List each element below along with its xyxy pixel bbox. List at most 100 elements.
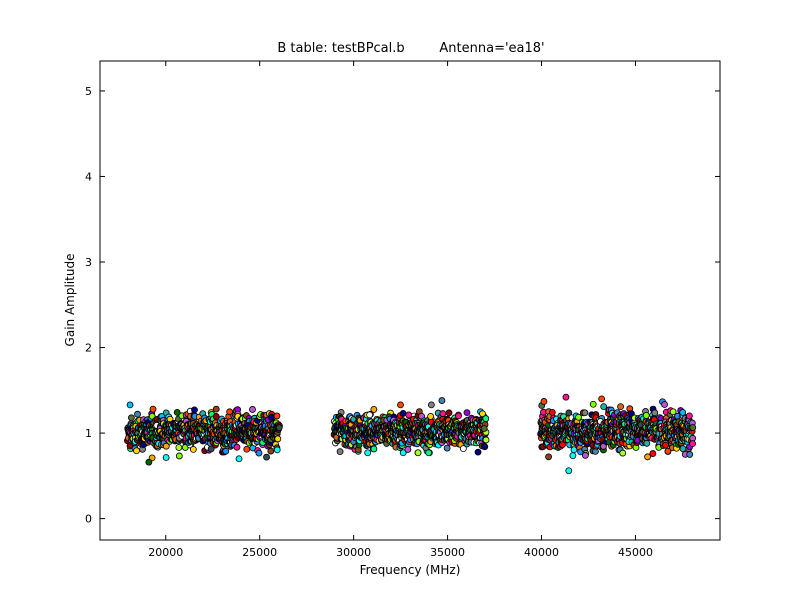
data-point <box>679 445 687 453</box>
data-point <box>569 452 577 460</box>
data-point-outlier <box>598 395 606 403</box>
data-point <box>545 453 552 461</box>
data-point <box>162 442 170 450</box>
data-point <box>405 411 413 419</box>
data-point <box>689 440 696 448</box>
data-points <box>124 393 697 475</box>
data-point <box>548 408 556 416</box>
x-tick-label: 40000 <box>524 546 559 559</box>
data-point <box>540 398 548 405</box>
data-point <box>233 443 241 451</box>
y-tick-label: 0 <box>85 513 92 526</box>
data-point <box>649 450 657 457</box>
data-point-outlier <box>235 455 243 463</box>
data-point <box>575 413 582 421</box>
y-tick-label: 4 <box>85 170 92 183</box>
data-point-outlier <box>145 458 153 466</box>
x-tick-label: 25000 <box>242 546 277 559</box>
x-axis-label: Frequency (MHz) <box>360 563 461 577</box>
data-point <box>619 449 627 457</box>
data-point <box>273 412 281 420</box>
data-point <box>127 414 135 422</box>
data-point <box>173 408 181 416</box>
data-point <box>399 449 407 457</box>
data-point <box>482 415 490 422</box>
data-point <box>212 413 220 420</box>
data-point <box>686 451 694 458</box>
data-point <box>267 447 275 455</box>
data-point <box>226 408 234 416</box>
data-point-outlier <box>126 401 134 409</box>
data-point <box>133 447 140 455</box>
x-tick-label: 35000 <box>430 546 465 559</box>
data-point <box>263 453 270 461</box>
plot-frame <box>99 60 721 541</box>
chart-title-antenna: Antenna='ea18' <box>439 41 544 56</box>
y-tick-label: 5 <box>85 85 92 98</box>
data-point <box>364 449 372 457</box>
data-point <box>175 452 183 460</box>
axis-ticks: 20000 25000 30000 35000 40000 45000 0 1 2 3 4 5 <box>85 61 720 559</box>
data-point <box>399 410 407 417</box>
data-point <box>249 406 256 413</box>
data-point <box>480 425 488 432</box>
y-tick-label: 3 <box>85 256 92 269</box>
data-point <box>427 401 435 409</box>
data-point <box>662 441 670 449</box>
data-point <box>397 401 404 409</box>
data-point <box>243 445 251 453</box>
data-point <box>459 445 467 453</box>
data-point <box>134 410 141 418</box>
data-point <box>370 445 378 453</box>
data-point <box>175 444 183 451</box>
data-point <box>651 409 659 417</box>
data-point <box>255 449 263 457</box>
data-point <box>474 448 482 456</box>
data-point <box>336 448 344 456</box>
data-point <box>643 439 651 447</box>
data-point <box>455 412 462 420</box>
data-point <box>366 411 374 419</box>
data-point <box>686 412 693 420</box>
data-point <box>661 401 668 408</box>
data-point <box>679 409 687 416</box>
x-tick-label: 30000 <box>336 546 371 559</box>
data-point-outlier <box>562 393 570 401</box>
chart-title-table: B table: testBPcal.b <box>277 41 404 56</box>
x-tick-label: 20000 <box>148 546 183 559</box>
data-point-outlier <box>438 397 446 404</box>
data-point <box>222 447 230 455</box>
data-point <box>439 410 447 417</box>
data-point <box>207 445 215 453</box>
data-point <box>642 411 650 419</box>
y-tick-label: 2 <box>85 342 92 355</box>
data-point <box>589 400 597 408</box>
data-point <box>275 424 283 432</box>
data-point <box>617 403 624 411</box>
data-point <box>149 405 157 413</box>
data-point <box>414 449 422 457</box>
data-point <box>273 446 281 454</box>
data-point <box>689 424 697 431</box>
data-point <box>370 406 378 413</box>
data-point <box>463 409 471 417</box>
data-point <box>481 443 489 451</box>
y-tick-label: 1 <box>85 427 92 440</box>
data-point <box>126 442 134 450</box>
data-point <box>445 409 453 417</box>
y-axis-label: Gain Amplitude <box>63 254 77 347</box>
data-point <box>274 435 282 443</box>
x-tick-label: 45000 <box>618 546 653 559</box>
data-point <box>427 413 435 420</box>
data-point <box>581 409 589 417</box>
data-point <box>479 410 486 418</box>
data-point <box>443 444 451 452</box>
data-point <box>425 449 433 457</box>
data-point <box>189 445 197 453</box>
data-point <box>482 436 490 444</box>
data-point <box>191 406 198 414</box>
data-point <box>162 454 170 461</box>
data-point <box>581 451 589 459</box>
